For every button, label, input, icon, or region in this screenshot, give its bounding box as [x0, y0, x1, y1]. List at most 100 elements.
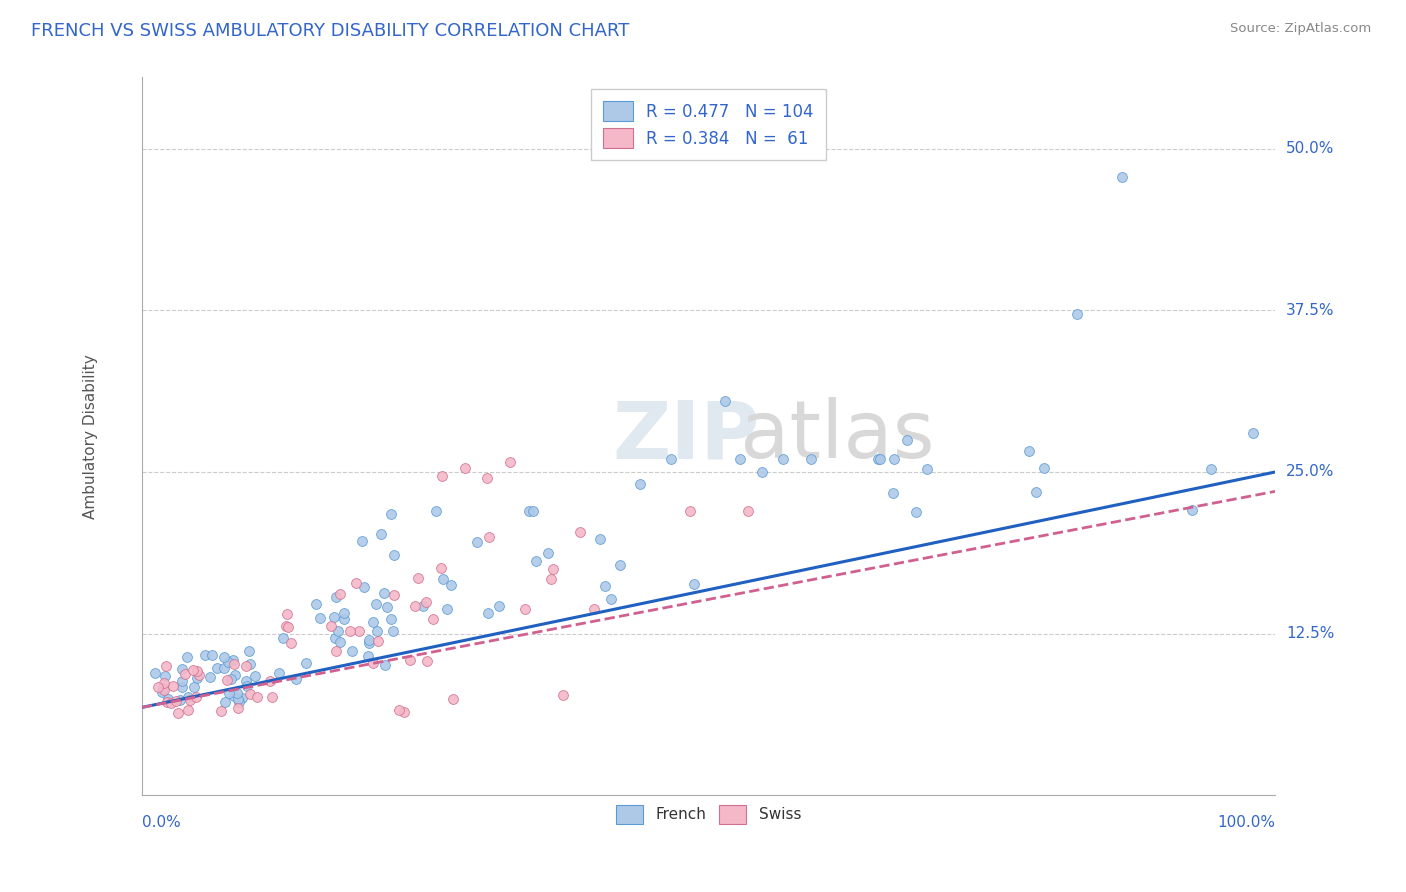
Point	[380, 508, 402, 522]
Text: 0.0%: 0.0%	[142, 815, 180, 830]
Point	[239, 657, 262, 671]
Point	[439, 578, 461, 592]
Point	[228, 701, 250, 715]
Point	[370, 527, 392, 541]
Point	[441, 691, 464, 706]
Point	[1241, 426, 1264, 441]
Point	[214, 661, 236, 675]
Point	[321, 618, 343, 632]
Point	[728, 452, 751, 467]
Point	[177, 690, 200, 704]
Point	[218, 686, 240, 700]
Point	[382, 624, 405, 638]
Point	[543, 562, 565, 576]
Point	[1181, 502, 1204, 516]
Point	[225, 686, 247, 700]
Point	[488, 599, 510, 613]
Point	[239, 687, 262, 701]
Text: 100.0%: 100.0%	[1218, 815, 1275, 830]
Point	[165, 694, 187, 708]
Point	[477, 471, 499, 485]
Point	[465, 534, 488, 549]
Point	[339, 624, 361, 639]
Point	[323, 631, 346, 645]
Text: atlas: atlas	[612, 398, 935, 475]
Point	[222, 689, 245, 703]
Point	[882, 485, 904, 500]
Point	[157, 691, 180, 706]
Point	[357, 648, 380, 663]
Point	[207, 661, 229, 675]
Point	[628, 476, 651, 491]
Point	[295, 656, 318, 670]
Point	[353, 580, 375, 594]
Text: FRENCH VS SWISS AMBULATORY DISABILITY CORRELATION CHART: FRENCH VS SWISS AMBULATORY DISABILITY CO…	[31, 22, 630, 40]
Point	[1032, 460, 1054, 475]
Point	[661, 452, 683, 467]
Text: 12.5%: 12.5%	[1286, 626, 1334, 641]
Point	[209, 704, 232, 718]
Point	[179, 693, 201, 707]
Point	[181, 663, 204, 677]
Point	[262, 690, 284, 705]
Point	[309, 611, 332, 625]
Point	[522, 504, 544, 518]
Point	[177, 703, 200, 717]
Point	[277, 620, 299, 634]
Point	[517, 504, 540, 518]
Point	[540, 573, 562, 587]
Point	[1111, 169, 1133, 184]
Legend: French, Swiss: French, Swiss	[605, 795, 811, 834]
Point	[325, 591, 347, 605]
Point	[751, 465, 773, 479]
Text: Source: ZipAtlas.com: Source: ZipAtlas.com	[1230, 22, 1371, 36]
Point	[415, 595, 437, 609]
Text: 50.0%: 50.0%	[1286, 141, 1334, 156]
Point	[737, 504, 759, 518]
Point	[352, 534, 374, 549]
Point	[226, 692, 249, 706]
Point	[183, 680, 205, 694]
Point	[422, 612, 444, 626]
Point	[388, 703, 411, 717]
Point	[194, 648, 217, 662]
Point	[333, 612, 356, 626]
Point	[1018, 443, 1040, 458]
Point	[477, 530, 499, 544]
Point	[416, 654, 439, 668]
Point	[224, 668, 246, 682]
Point	[499, 455, 522, 469]
Point	[347, 624, 370, 639]
Point	[800, 452, 823, 467]
Point	[172, 662, 194, 676]
Point	[553, 688, 575, 702]
Point	[593, 578, 616, 592]
Text: 25.0%: 25.0%	[1286, 465, 1334, 480]
Point	[219, 672, 242, 686]
Point	[167, 706, 190, 720]
Point	[361, 656, 384, 670]
Point	[160, 696, 183, 710]
Point	[357, 633, 380, 648]
Point	[432, 573, 454, 587]
Point	[170, 681, 193, 695]
Point	[425, 504, 447, 518]
Point	[373, 586, 395, 600]
Point	[322, 609, 344, 624]
Point	[169, 692, 191, 706]
Point	[231, 690, 253, 705]
Point	[366, 624, 388, 639]
Point	[905, 505, 928, 519]
Point	[682, 577, 704, 591]
Point	[1066, 307, 1088, 321]
Point	[361, 615, 384, 629]
Point	[869, 452, 891, 467]
Point	[868, 452, 890, 467]
Point	[382, 548, 405, 562]
Point	[477, 606, 499, 620]
Point	[537, 545, 560, 559]
Point	[609, 558, 631, 573]
Point	[524, 553, 547, 567]
Point	[267, 666, 290, 681]
Point	[359, 636, 381, 650]
